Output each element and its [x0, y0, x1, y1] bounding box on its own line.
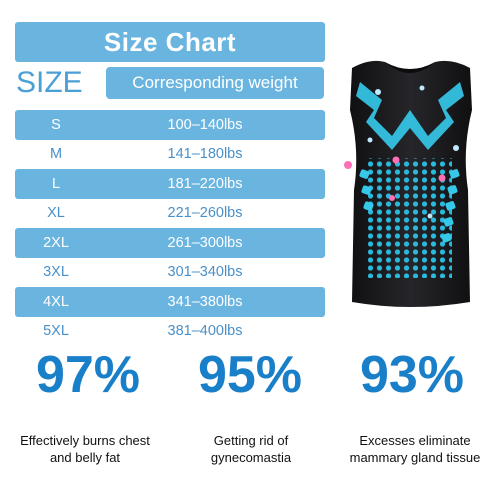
compression-vest-icon	[344, 60, 472, 307]
table-row: L 181–220lbs	[15, 169, 325, 199]
table-row: S 100–140lbs	[15, 110, 325, 140]
stat-desc-line: and belly fat	[49, 450, 121, 465]
stat-desc-line: Effectively burns chest	[20, 433, 150, 448]
stat-burns-fat: 97%	[8, 345, 168, 415]
size-cell: M	[49, 146, 63, 163]
size-cell: S	[51, 116, 61, 133]
weight-cell: 341–380lbs	[167, 293, 243, 310]
stat-gland-tissue: 93%	[332, 345, 492, 415]
weight-cell: 100–140lbs	[167, 116, 243, 133]
stat-description: Effectively burns chest and belly fat	[0, 432, 170, 466]
table-row: 4XL 341–380lbs	[15, 287, 325, 317]
stat-value: 93%	[359, 346, 465, 404]
weight-cell: 261–300lbs	[167, 234, 243, 251]
size-table: S 100–140lbs M 141–180lbs L 181–220lbs X…	[15, 110, 325, 346]
size-cell: 2XL	[43, 234, 69, 251]
size-cell: 4XL	[43, 293, 69, 310]
size-cell: XL	[47, 205, 65, 222]
compression-vest-image	[330, 40, 490, 310]
weight-cell: 141–180lbs	[167, 146, 243, 163]
table-row: M 141–180lbs	[15, 140, 325, 170]
stat-gynecomastia: 95%	[170, 345, 330, 415]
size-cell: L	[51, 175, 61, 192]
stat-description: Getting rid of gynecomastia	[166, 432, 336, 466]
weight-cell: 221–260lbs	[167, 205, 243, 222]
stat-desc-line: gynecomastia	[210, 450, 292, 465]
weight-cell: 301–340lbs	[167, 264, 243, 281]
table-row: 2XL 261–300lbs	[15, 228, 325, 258]
stat-value: 95%	[197, 346, 303, 404]
table-row: 5XL 381–400lbs	[15, 317, 325, 347]
stat-desc-line: mammary gland tissue	[349, 450, 481, 465]
stat-description: Excesses eliminate mammary gland tissue	[330, 432, 500, 466]
weight-cell: 181–220lbs	[167, 175, 243, 192]
stat-desc-line: Getting rid of	[213, 433, 289, 448]
weight-column-header: Corresponding weight	[106, 67, 324, 99]
weight-cell: 381–400lbs	[167, 323, 243, 340]
table-row: XL 221–260lbs	[15, 199, 325, 229]
size-cell: 5XL	[43, 323, 69, 340]
size-cell: 3XL	[43, 264, 69, 281]
size-chart-title: Size Chart	[15, 22, 325, 62]
table-row: 3XL 301–340lbs	[15, 258, 325, 288]
stat-value: 97%	[35, 346, 141, 404]
size-column-header: SIZE	[16, 66, 83, 99]
stat-desc-line: Excesses eliminate	[359, 433, 471, 448]
